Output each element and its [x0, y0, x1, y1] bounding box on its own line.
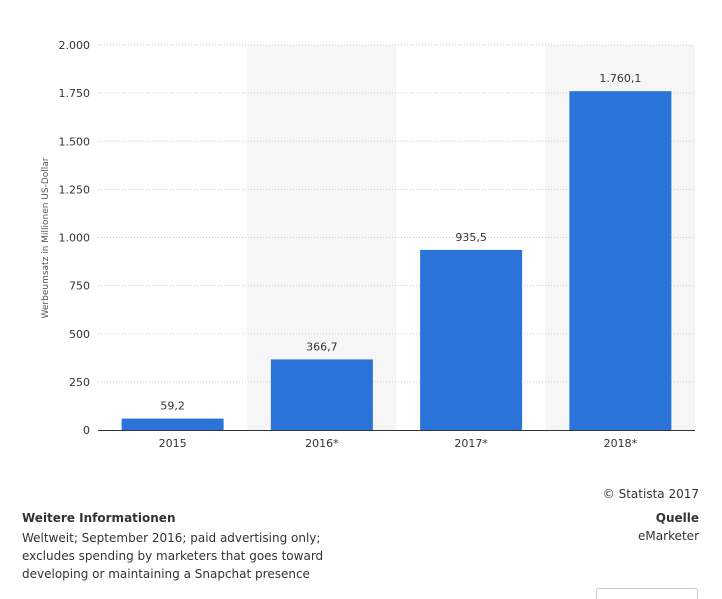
bar-value-label: 1.760,1 — [599, 72, 641, 85]
info-line-1: Weltweit; September 2016; paid advertisi… — [22, 531, 321, 545]
y-axis-ticks: 0 250 500 750 1.000 1.250 1.500 1.750 2.000 — [59, 39, 91, 437]
source-block: Quelle eMarketer — [638, 511, 699, 543]
y-tick-label: 1.750 — [59, 87, 91, 100]
value-labels: 59,2 366,7 935,5 1.760,1 — [160, 72, 641, 412]
bar[interactable] — [420, 249, 523, 430]
y-tick-label: 750 — [69, 280, 90, 293]
bar-value-label: 366,7 — [306, 340, 338, 353]
y-tick-label: 250 — [69, 376, 90, 389]
x-tick-label: 2015 — [159, 437, 187, 450]
y-tick-label: 1.000 — [59, 232, 91, 245]
source-title: Quelle — [655, 511, 699, 525]
copyright-notice: © Statista 2017 — [602, 487, 699, 501]
bar[interactable] — [270, 359, 373, 430]
further-information: Weitere Informationen Weltweit; Septembe… — [22, 511, 352, 583]
x-tick-label: 2016* — [305, 437, 339, 450]
y-axis-title: Werbeumsatz in Millionen US-Dollar — [41, 157, 51, 318]
info-text: Weltweit; September 2016; paid advertisi… — [22, 529, 352, 583]
info-title: Weitere Informationen — [22, 511, 176, 525]
bar[interactable] — [569, 91, 672, 430]
source-text: eMarketer — [638, 529, 699, 543]
y-tick-label: 1.500 — [59, 135, 91, 148]
bar-chart: 59,2 366,7 935,5 1.760,1 0 250 500 750 1.000 1.2… — [41, 39, 695, 450]
bar[interactable] — [121, 418, 224, 430]
y-tick-label: 2.000 — [59, 39, 91, 52]
gridlines — [98, 44, 695, 383]
bar-value-label: 59,2 — [160, 400, 185, 413]
bar-value-label: 935,5 — [455, 231, 487, 244]
y-tick-label: 0 — [83, 424, 90, 437]
bars — [121, 91, 672, 430]
info-line-3: developing or maintaining a Snapchat pre… — [22, 567, 310, 581]
x-axis-ticks: 2015 2016* 2017* 2018* — [159, 437, 638, 450]
x-tick-label: 2017* — [454, 437, 488, 450]
y-tick-label: 1.250 — [59, 183, 91, 196]
y-tick-label: 500 — [69, 328, 90, 341]
bottom-corner-widget — [596, 588, 698, 599]
x-tick-label: 2018* — [604, 437, 638, 450]
info-line-2: excludes spending by marketers that goes… — [22, 549, 324, 563]
